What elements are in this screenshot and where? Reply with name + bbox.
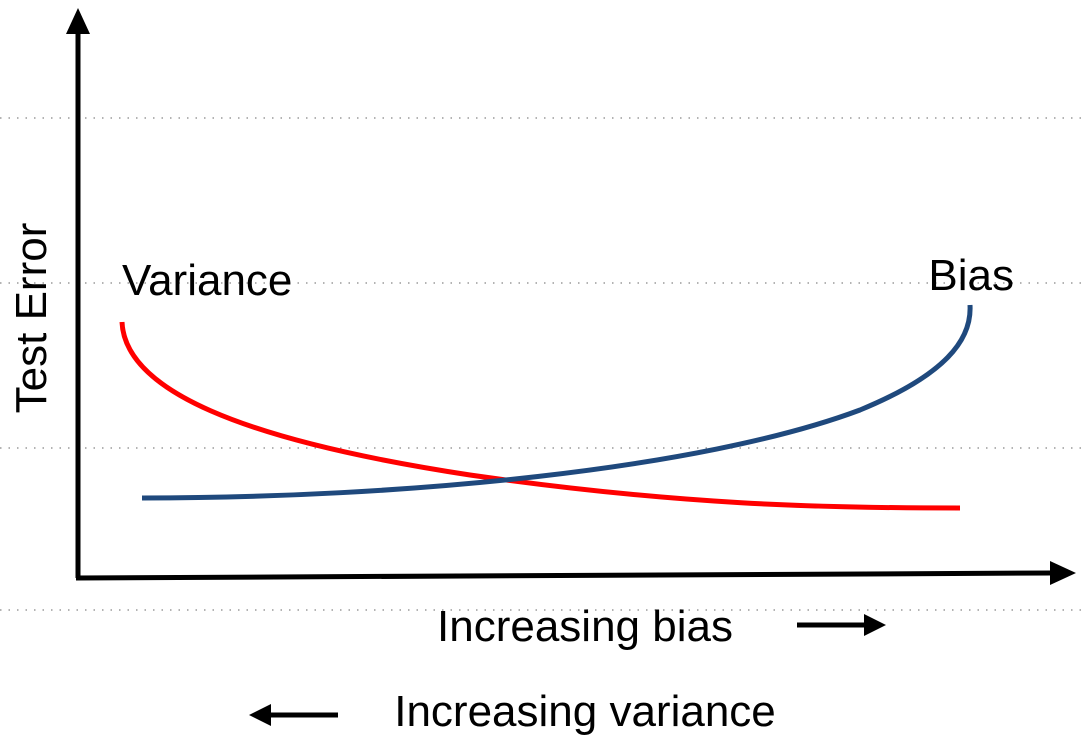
x-axis-line: [75, 570, 1053, 581]
bias-curve: [141, 304, 973, 501]
left-arrow-icon: [249, 704, 338, 726]
dotted-gridlines: [0, 117, 1082, 611]
y-axis-label: Test Error: [7, 223, 56, 414]
axes: [66, 8, 1076, 585]
right-arrow-icon: [797, 614, 886, 636]
increasing-bias-label: Increasing bias: [437, 602, 733, 651]
variance-curve: [119, 321, 961, 511]
increasing-variance-label: Increasing variance: [394, 687, 776, 736]
y-axis-arrowhead: [66, 8, 90, 34]
variance-curve-label: Variance: [122, 256, 292, 305]
x-axis-arrowhead: [1050, 561, 1076, 585]
bias-curve-label: Bias: [928, 251, 1014, 300]
